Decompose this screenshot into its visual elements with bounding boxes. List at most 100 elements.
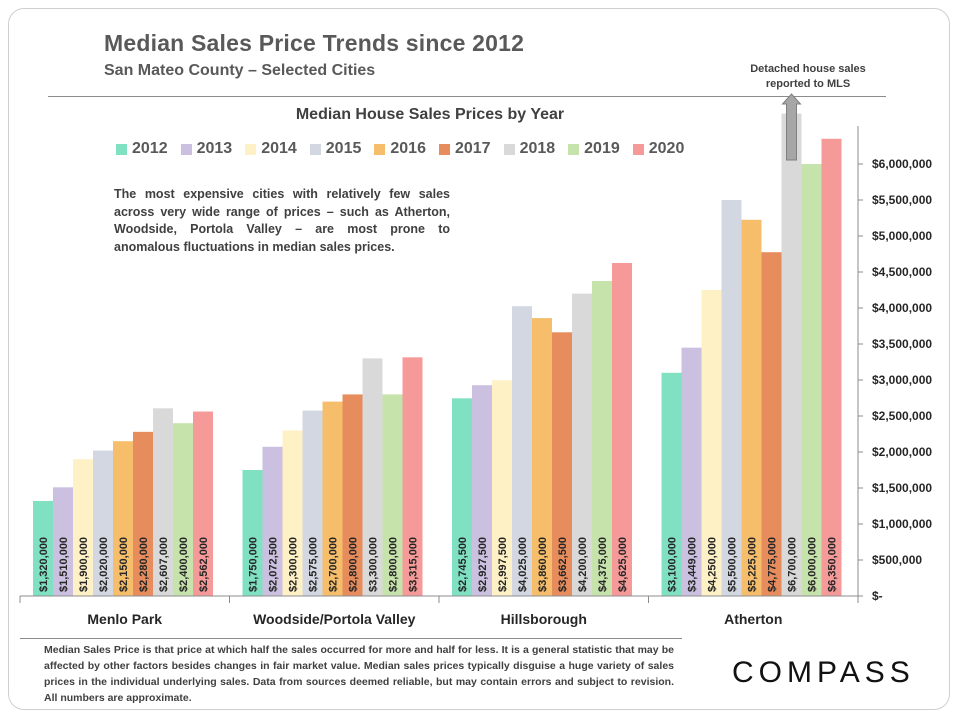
legend-label: 2020: [648, 140, 685, 157]
bar-value-label: $2,745,500: [457, 537, 469, 592]
y-tick-label: $3,500,000: [872, 337, 932, 351]
y-tick-label: $-: [872, 589, 883, 603]
bar-value-label: $3,300,000: [368, 537, 380, 592]
category-label: Menlo Park: [87, 611, 162, 627]
bar-2018: [362, 358, 383, 596]
legend-label: 2019: [584, 140, 620, 157]
y-tick-label: $500,000: [872, 553, 922, 567]
legend-swatch: [116, 143, 127, 155]
bar-2020: [402, 357, 423, 596]
chart-legend: 2012 2013 2014 2015 2016 2017 2018 2019 2020: [116, 139, 697, 159]
callout-note: Detached house sales reported to MLS: [750, 63, 866, 90]
legend-item-2018: 2018: [503, 140, 556, 158]
legend-label: 2013: [196, 140, 233, 157]
bar-2017: [761, 252, 782, 596]
bar-value-label: $4,025,000: [517, 537, 529, 592]
legend-item-2013: 2013: [180, 140, 233, 158]
bar-value-label: $2,607,000: [158, 537, 170, 592]
bar-value-label: $2,400,000: [178, 537, 190, 592]
bar-value-label: $6,700,000: [787, 537, 799, 592]
chart-title: Median House Sales Prices by Year: [295, 106, 565, 123]
annotation-note: The most expensive cities with relativel…: [114, 187, 450, 254]
bar-2015: [512, 306, 532, 596]
y-tick-label: $1,000,000: [872, 517, 932, 531]
legend-label: 2016: [390, 140, 426, 157]
bar-2013: [53, 487, 73, 596]
bar-2019: [173, 423, 193, 596]
bar-2015: [302, 410, 323, 596]
legend-label: 2012: [132, 140, 168, 157]
bar-value-label: $4,250,000: [707, 537, 719, 592]
bar-value-label: $2,927,500: [477, 537, 489, 592]
bar-2018: [781, 113, 802, 596]
bar-2014: [701, 290, 722, 596]
bar-2013: [262, 446, 283, 596]
compass-logo: COMPASS: [732, 656, 915, 689]
y-tick-label: $1,500,000: [872, 481, 932, 495]
bar-value-label: $3,662,500: [557, 537, 569, 592]
bar-2019: [592, 281, 612, 596]
header-divider: [48, 96, 886, 97]
bar-2018: [153, 408, 173, 596]
legend-swatch: [438, 143, 450, 155]
bar-2020: [821, 138, 842, 597]
legend-swatch: [503, 143, 515, 155]
y-tick-label: $5,500,000: [872, 193, 932, 207]
legend-item-2019: 2019: [568, 140, 620, 158]
legend-item-2020: 2020: [632, 140, 685, 158]
legend-item-2014: 2014: [245, 140, 297, 158]
footer-divider: [20, 638, 682, 639]
bar-value-label: $2,800,000: [388, 537, 400, 592]
y-tick-label: $2,500,000: [872, 409, 932, 423]
bar-value-label: $4,775,000: [767, 537, 779, 592]
bar-value-label: $3,315,000: [408, 537, 420, 592]
category-label: Atherton: [724, 611, 782, 627]
bar-value-label: $2,072,500: [268, 537, 280, 592]
bar-2016: [741, 219, 762, 597]
bar-2012: [452, 398, 472, 596]
category-label: Woodside/Portola Valley: [253, 611, 416, 627]
legend-label: 2018: [519, 140, 556, 157]
bar-value-label: $3,100,000: [667, 537, 679, 592]
bar-value-label: $2,800,000: [348, 537, 360, 592]
bar-value-label: $2,150,000: [118, 537, 130, 592]
legend-swatch: [632, 143, 644, 155]
legend-label: 2017: [454, 140, 491, 157]
y-tick-label: $2,000,000: [872, 445, 932, 459]
bar-2017: [552, 332, 572, 596]
overflow-arrow-icon: [781, 93, 802, 161]
bar-2017: [342, 394, 363, 596]
bar-2012: [33, 500, 53, 596]
bar-value-label: $3,449,000: [687, 537, 699, 592]
bar-2012: [661, 372, 682, 596]
y-tick-label: $4,500,000: [872, 265, 932, 279]
legend-label: 2015: [325, 140, 362, 157]
bar-2020: [193, 411, 213, 596]
bar-value-label: $2,300,000: [288, 537, 300, 592]
bar-value-label: $1,750,000: [248, 537, 260, 592]
bar-value-label: $5,500,000: [727, 537, 739, 592]
bar-2019: [801, 164, 822, 596]
legend-item-2017: 2017: [438, 140, 491, 158]
bar-2015: [93, 450, 113, 596]
bar-2013: [472, 385, 492, 596]
bar-value-label: $2,700,000: [328, 537, 340, 592]
category-label: Hillsborough: [501, 611, 587, 627]
bar-2017: [133, 431, 153, 596]
bar-2013: [681, 347, 702, 596]
bar-value-label: $1,320,000: [38, 537, 50, 592]
bar-value-label: $2,280,000: [138, 537, 150, 592]
bar-2015: [721, 200, 742, 596]
legend-swatch: [245, 143, 257, 155]
bar-value-label: $6,350,000: [827, 537, 839, 592]
bar-2016: [532, 318, 552, 596]
bar-2014: [282, 430, 303, 596]
bar-2016: [113, 441, 133, 596]
page-title: Median Sales Price Trends since 2012: [104, 30, 525, 56]
y-tick-label: $5,000,000: [872, 229, 932, 243]
bar-2018: [572, 293, 592, 596]
y-tick-label: $3,000,000: [872, 373, 932, 387]
bar-2016: [322, 401, 343, 596]
bar-value-label: $1,510,000: [58, 537, 70, 592]
